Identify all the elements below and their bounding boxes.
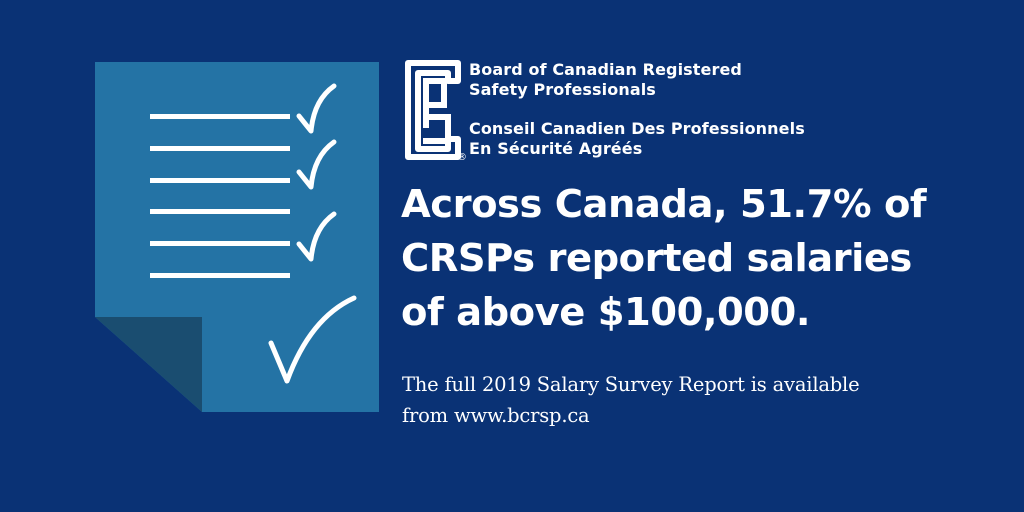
org-name-en-line-2: Safety Professionals (469, 80, 656, 99)
checkmark-icon (268, 295, 357, 384)
organization-name-english: Board of Canadian Registered Safety Prof… (469, 60, 742, 100)
org-name-fr-line-2: En Sécurité Agréés (469, 139, 643, 158)
registered-trademark: ® (457, 152, 467, 163)
org-name-fr-line-1: Conseil Canadien Des Professionnels (469, 119, 805, 138)
headline: Across Canada, 51.7% of CRSPs reported s… (401, 178, 927, 340)
checklist-document-icon (95, 62, 379, 412)
checkmark-icon (296, 139, 337, 190)
checkmark-icon (296, 211, 337, 262)
headline-line-2: CRSPs reported salaries (401, 236, 912, 281)
report-availability-note: The full 2019 Salary Survey Report is av… (402, 369, 860, 431)
checkmark-icon (296, 83, 337, 134)
organization-name-french: Conseil Canadien Des Professionnels En S… (469, 119, 805, 159)
footer-line-1: The full 2019 Salary Survey Report is av… (402, 373, 860, 396)
footer-line-2: from www.bcrsp.ca (402, 404, 590, 427)
headline-line-1: Across Canada, 51.7% of (401, 182, 927, 227)
headline-line-3: of above $100,000. (401, 290, 810, 335)
org-name-en-line-1: Board of Canadian Registered (469, 60, 742, 79)
bcrsp-logo-icon (405, 60, 461, 160)
